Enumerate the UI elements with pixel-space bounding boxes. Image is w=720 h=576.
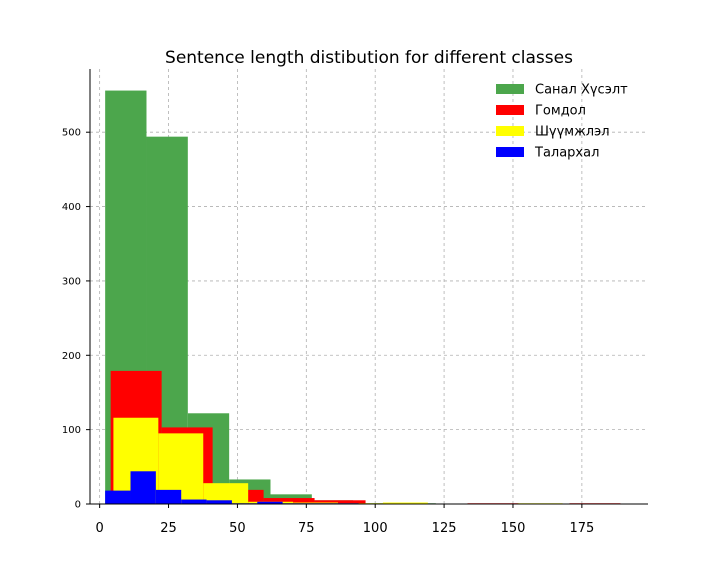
x-tick-label: 100 [363,521,388,536]
bars [105,90,621,505]
legend-label: Санал Хүсэлт [535,83,628,98]
histogram-bar [263,498,315,504]
chart-title: Sentence length distibution for differen… [165,48,573,68]
histogram-bar [155,489,182,504]
histogram-bar [203,483,249,504]
series-3 [105,471,359,504]
histogram-bar [105,490,131,504]
y-tick-label: 0 [75,500,81,511]
y-tick-label: 500 [62,128,81,139]
x-tick-label: 175 [569,521,594,536]
histogram-bar [314,500,366,504]
legend-label: Шүүмжлэл [535,125,610,140]
histogram-bar [181,499,207,504]
legend-label: Талархал [534,146,599,161]
axes [89,69,648,505]
legend-swatch [496,126,524,136]
histogram-bar [257,501,283,504]
histogram-bar [130,471,156,504]
y-tick-label: 400 [62,202,81,213]
histogram-bar [382,502,428,504]
x-tick-label: 125 [432,521,457,536]
x-tick-label: 25 [160,521,177,536]
x-tick-label: 150 [501,521,526,536]
legend: Санал Хүсэлт Гомдол Шүүмжлэл Талархал [496,83,628,161]
tick-labels: 0 100 200 300 400 500 0 25 50 75 100 125 150 175 [62,128,594,536]
histogram-bar [206,500,232,504]
y-tick-label: 100 [62,425,81,436]
legend-swatch [496,84,524,94]
x-tick-label: 0 [96,521,104,536]
y-tick-label: 300 [62,276,81,287]
x-tick-label: 50 [229,521,246,536]
y-tick-label: 200 [62,351,81,362]
x-tick-label: 75 [298,521,315,536]
legend-swatch [496,147,524,157]
legend-label: Гомдол [535,104,586,119]
legend-swatch [496,105,524,115]
